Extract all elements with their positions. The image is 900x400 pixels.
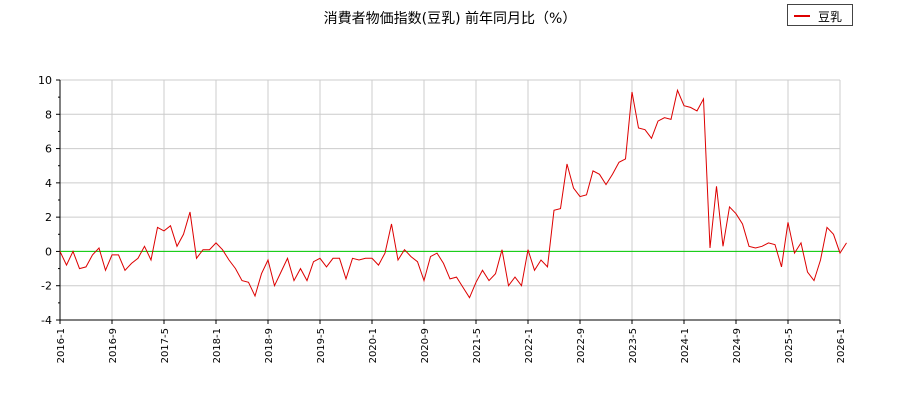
x-tick-label: 2017-5	[160, 328, 171, 363]
x-tick-label: 2024-1	[680, 328, 691, 363]
y-tick-label: 0	[45, 245, 52, 258]
x-tick-label: 2019-5	[316, 328, 327, 363]
x-tick-label: 2020-9	[420, 328, 431, 363]
y-tick-label: -2	[41, 280, 52, 293]
y-tick-label: 4	[45, 177, 52, 190]
x-tick-label: 2022-9	[576, 328, 587, 363]
legend: 豆乳	[787, 4, 853, 26]
x-tick-label: 2018-9	[264, 328, 275, 363]
x-tick-label: 2026-1	[836, 328, 847, 363]
y-tick-label: -4	[41, 314, 52, 327]
x-tick-label: 2016-1	[56, 328, 67, 363]
y-tick-label: 2	[45, 211, 52, 224]
legend-swatch	[794, 15, 810, 17]
chart-title: 消費者物価指数(豆乳) 前年同月比（%）	[323, 11, 577, 27]
x-tick-label: 2025-5	[784, 328, 795, 363]
x-tick-label: 2023-5	[628, 328, 639, 363]
legend-label: 豆乳	[818, 10, 843, 24]
y-tick-label: 6	[45, 143, 52, 156]
x-tick-label: 2021-5	[472, 328, 483, 363]
series-line	[59, 88, 847, 299]
x-tick-label: 2016-9	[108, 328, 119, 363]
x-tick-label: 2018-1	[212, 328, 223, 363]
x-tick-label: 2024-9	[732, 328, 743, 363]
y-tick-label: 8	[45, 108, 52, 121]
x-tick-label: 2022-1	[524, 328, 535, 363]
x-tick-label: 2020-1	[368, 328, 379, 363]
y-tick-label: 10	[38, 74, 52, 87]
